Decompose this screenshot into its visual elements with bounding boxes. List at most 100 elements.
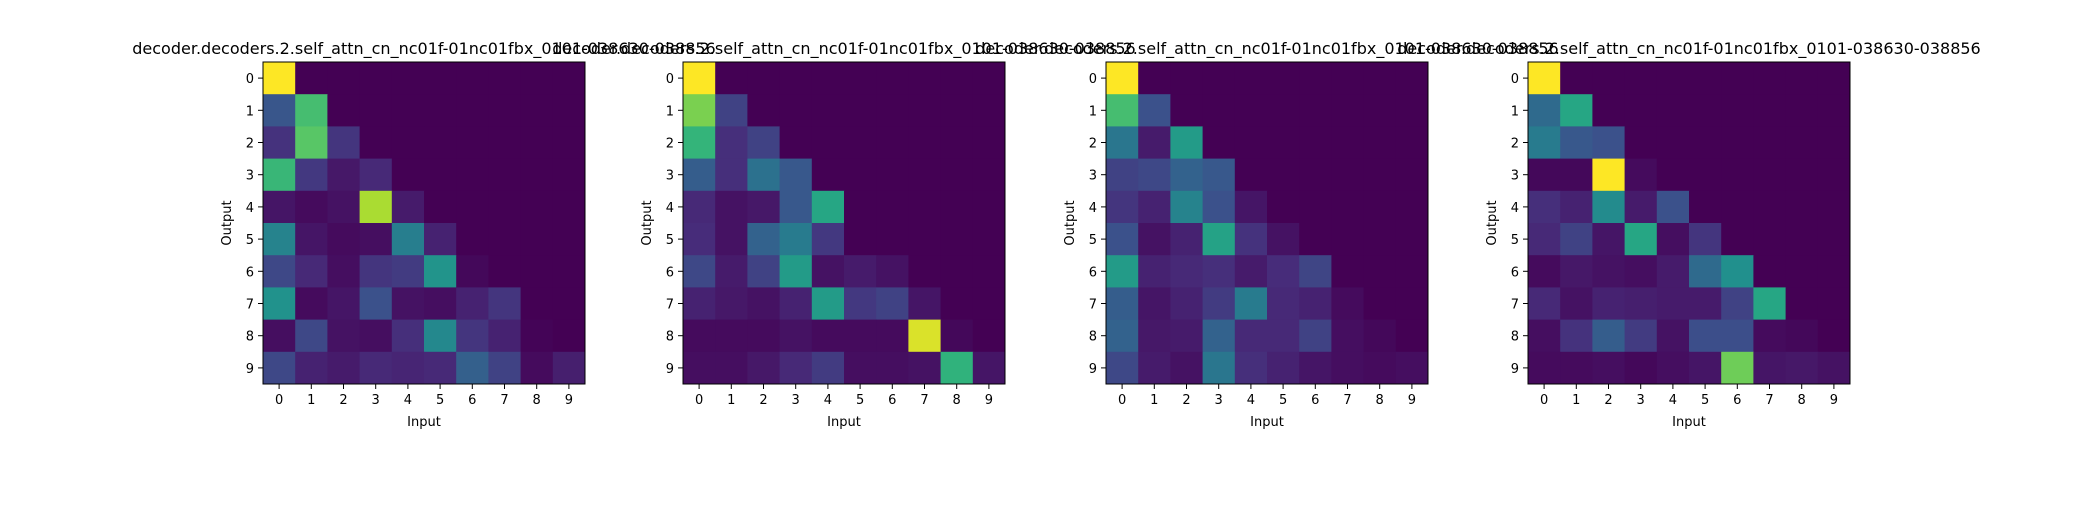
- heatmap-cell: [1721, 190, 1754, 224]
- heatmap-cell: [1331, 94, 1365, 127]
- heatmap-cell: [1267, 62, 1300, 95]
- plot-frame: [1105, 61, 1429, 385]
- heatmap-cell: [1202, 319, 1236, 353]
- heatmap-cell: [940, 223, 974, 256]
- heatmap-cell: [1363, 319, 1397, 353]
- heatmap-cell: [263, 158, 296, 192]
- heatmap-cell: [552, 190, 586, 224]
- heatmap-cell: [1106, 223, 1139, 256]
- heatmap-cell: [908, 255, 942, 288]
- heatmap-cell: [1817, 223, 1851, 256]
- heatmap-cell: [1138, 287, 1171, 321]
- heatmap-cell: [456, 319, 489, 353]
- heatmap-cell: [1363, 62, 1397, 95]
- heatmap-cell: [1817, 351, 1851, 385]
- x-tick-label: 6: [468, 393, 476, 408]
- heatmap-cell: [1592, 94, 1626, 127]
- heatmap-cell: [488, 287, 522, 321]
- heatmap-cell: [747, 287, 781, 321]
- heatmap-cell: [779, 94, 813, 127]
- x-axis-label: Input: [1250, 415, 1284, 430]
- heatmap-cell: [1331, 319, 1365, 353]
- y-tick-label: 6: [666, 265, 674, 280]
- heatmap-cell: [940, 319, 974, 353]
- heatmap-cell: [1785, 190, 1819, 224]
- heatmap-cell: [1138, 94, 1171, 127]
- heatmap-cell: [1817, 255, 1851, 288]
- heatmap-panel-4: decoder.decoders.2.self_attn_cn_nc01f-01…: [1397, 39, 1980, 430]
- heatmap-cell: [488, 126, 522, 160]
- heatmap-cell: [683, 190, 716, 224]
- heatmap-cell: [1753, 319, 1787, 353]
- heatmap-cell: [908, 287, 942, 321]
- heatmap-cell: [1170, 94, 1204, 127]
- heatmap-cell: [876, 351, 909, 385]
- heatmap-cell: [779, 126, 813, 160]
- heatmap-cell: [1170, 255, 1204, 288]
- heatmap-cell: [940, 94, 974, 127]
- heatmap-cell: [1721, 94, 1754, 127]
- heatmap-cell: [1753, 223, 1787, 256]
- y-tick-label: 7: [1511, 298, 1519, 313]
- heatmap-cell: [747, 351, 781, 385]
- heatmap-cell: [1202, 126, 1236, 160]
- heatmap-cell: [1592, 190, 1626, 224]
- heatmap-cell: [1202, 351, 1236, 385]
- heatmap-cell: [1656, 94, 1690, 127]
- heatmap-cell: [1560, 319, 1593, 353]
- heatmap-cell: [359, 223, 393, 256]
- x-tick-label: 7: [1343, 393, 1351, 408]
- heatmap-cell: [972, 287, 1006, 321]
- heatmap-cell: [1721, 126, 1754, 160]
- heatmap-cell: [552, 158, 586, 192]
- y-tick-label: 4: [1511, 201, 1519, 216]
- heatmap-cell: [1299, 351, 1332, 385]
- heatmap-cell: [1528, 126, 1561, 160]
- heatmap-cell: [1234, 287, 1268, 321]
- heatmap-cell: [327, 255, 361, 288]
- heatmap-cell: [811, 94, 845, 127]
- heatmap-cell: [844, 223, 877, 256]
- heatmap-cell: [1138, 255, 1171, 288]
- heatmap-cell: [295, 287, 328, 321]
- heatmap-cell: [488, 351, 522, 385]
- heatmap-cell: [1267, 190, 1300, 224]
- heatmap-panel-1: decoder.decoders.2.self_attn_cn_nc01f-01…: [132, 39, 715, 430]
- heatmap-cell: [456, 255, 489, 288]
- x-tick-label: 9: [565, 393, 573, 408]
- heatmap-cell: [1560, 287, 1593, 321]
- heatmap-cell: [1170, 190, 1204, 224]
- heatmap-cell: [1656, 62, 1690, 95]
- heatmap-cell: [1363, 126, 1397, 160]
- heatmap-cell: [683, 287, 716, 321]
- y-tick-label: 5: [666, 233, 674, 248]
- heatmap-cell: [1106, 287, 1139, 321]
- heatmap-cell: [1721, 223, 1754, 256]
- heatmap-cell: [488, 255, 522, 288]
- heatmap-cell: [520, 351, 554, 385]
- heatmap-cell: [263, 94, 296, 127]
- y-tick-label: 9: [1089, 362, 1097, 377]
- heatmap-cell: [295, 94, 328, 127]
- x-tick-label: 1: [1572, 393, 1580, 408]
- heatmap-cell: [779, 190, 813, 224]
- y-tick-label: 8: [1089, 330, 1097, 345]
- heatmap-cell: [940, 126, 974, 160]
- heatmap-cell: [391, 62, 425, 95]
- heatmap-cell: [715, 223, 748, 256]
- y-axis-label: Output: [220, 200, 235, 245]
- heatmap-cell: [683, 351, 716, 385]
- x-tick-label: 0: [275, 393, 283, 408]
- x-tick-label: 1: [1150, 393, 1158, 408]
- heatmap-cell: [1106, 158, 1139, 192]
- heatmap-cell: [715, 287, 748, 321]
- heatmap-cell: [295, 319, 328, 353]
- heatmap-cell: [683, 319, 716, 353]
- heatmap-cell: [1138, 319, 1171, 353]
- heatmap-cell: [1817, 62, 1851, 95]
- heatmap-cell: [1363, 190, 1397, 224]
- heatmap-cell: [552, 62, 586, 95]
- chart-title: decoder.decoders.2.self_attn_cn_nc01f-01…: [975, 39, 1558, 59]
- x-tick-label: 0: [695, 393, 703, 408]
- heatmap-cell: [520, 319, 554, 353]
